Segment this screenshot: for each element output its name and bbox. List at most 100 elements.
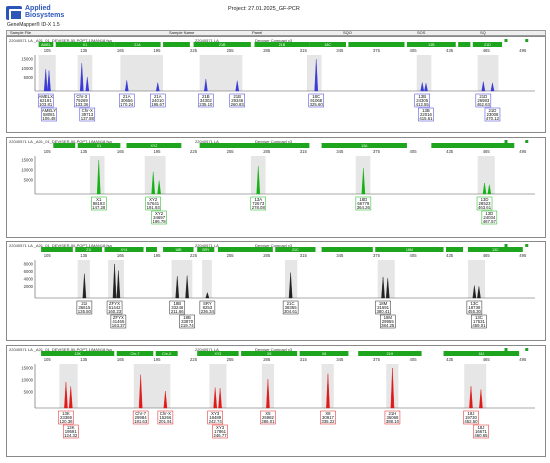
peak[interactable] <box>82 273 87 299</box>
bin-segment[interactable] <box>163 247 194 252</box>
peak[interactable] <box>490 82 495 92</box>
peak[interactable] <box>482 182 487 195</box>
bin-segment[interactable] <box>163 42 190 47</box>
bin-segment[interactable] <box>241 351 298 356</box>
bin-segment[interactable] <box>126 143 182 148</box>
bin-segment[interactable] <box>445 247 464 252</box>
peak[interactable] <box>256 165 261 195</box>
bin-segment[interactable] <box>197 247 215 252</box>
bin-segment[interactable] <box>254 42 310 47</box>
bin-segment[interactable] <box>104 247 144 252</box>
peak[interactable] <box>138 374 143 409</box>
peak[interactable] <box>472 285 477 299</box>
electropherogram-plot[interactable]: X1 XY2 13A 105 135 165 195 225 255 285 315 345 375 40… <box>7 138 545 237</box>
bin-segment[interactable] <box>145 247 157 252</box>
peak[interactable] <box>213 387 217 409</box>
bin-segment[interactable] <box>309 42 346 47</box>
peak[interactable] <box>163 391 168 409</box>
bin-segment[interactable] <box>467 247 523 252</box>
bin-segment[interactable] <box>217 247 273 252</box>
peak[interactable] <box>481 81 486 92</box>
peak[interactable] <box>204 78 208 92</box>
peak[interactable] <box>420 82 425 92</box>
bin-segment[interactable] <box>193 42 251 47</box>
peak[interactable] <box>385 278 390 299</box>
bin-segment[interactable] <box>114 42 161 47</box>
peak[interactable] <box>479 389 483 409</box>
peak[interactable] <box>157 180 161 195</box>
bin-segment[interactable] <box>155 351 178 356</box>
bin-segment[interactable] <box>275 247 316 252</box>
peak[interactable] <box>469 386 473 409</box>
bin-segment[interactable] <box>321 143 407 148</box>
bin-segment[interactable] <box>406 42 456 47</box>
bin-segment[interactable] <box>358 351 422 356</box>
bin-segment[interactable] <box>472 42 503 47</box>
peak[interactable] <box>43 69 48 92</box>
bin-segment[interactable] <box>77 143 121 148</box>
bin-segment[interactable] <box>299 351 349 356</box>
electropherogram-plot[interactable]: 21I XY4 18B SRY 21C 18M 13C 105 135 165 195 225 255 2… <box>7 242 545 340</box>
bin-segment[interactable] <box>41 247 73 252</box>
peak[interactable] <box>487 184 492 195</box>
peak[interactable] <box>381 277 385 299</box>
peak[interactable] <box>185 275 189 299</box>
electropherogram-plot[interactable]: AMEL X1 21A 21B 21B 18C 13B 21D 105 135 165 195 225 2… <box>7 37 545 132</box>
bin-segment[interactable] <box>375 247 444 252</box>
peak[interactable] <box>218 388 222 409</box>
peak[interactable] <box>124 80 129 92</box>
peak[interactable] <box>361 168 366 195</box>
peak[interactable] <box>79 63 84 92</box>
peak[interactable] <box>477 286 481 299</box>
peak[interactable] <box>151 171 156 195</box>
peak[interactable] <box>326 373 330 409</box>
bin-segment[interactable] <box>55 42 115 47</box>
bin-segment[interactable] <box>443 351 520 356</box>
peak[interactable] <box>64 382 68 409</box>
bin-segment[interactable] <box>348 42 405 47</box>
bin-segment[interactable] <box>431 143 515 148</box>
peak[interactable] <box>266 379 270 409</box>
bin-segment[interactable] <box>199 143 310 148</box>
peak[interactable] <box>175 276 180 299</box>
bin-segment[interactable] <box>116 351 154 356</box>
bin-segment[interactable] <box>41 351 115 356</box>
bin-segment[interactable] <box>38 42 54 47</box>
peak[interactable] <box>96 159 101 195</box>
bin-segment[interactable] <box>53 143 76 148</box>
bin-segment[interactable] <box>458 42 471 47</box>
